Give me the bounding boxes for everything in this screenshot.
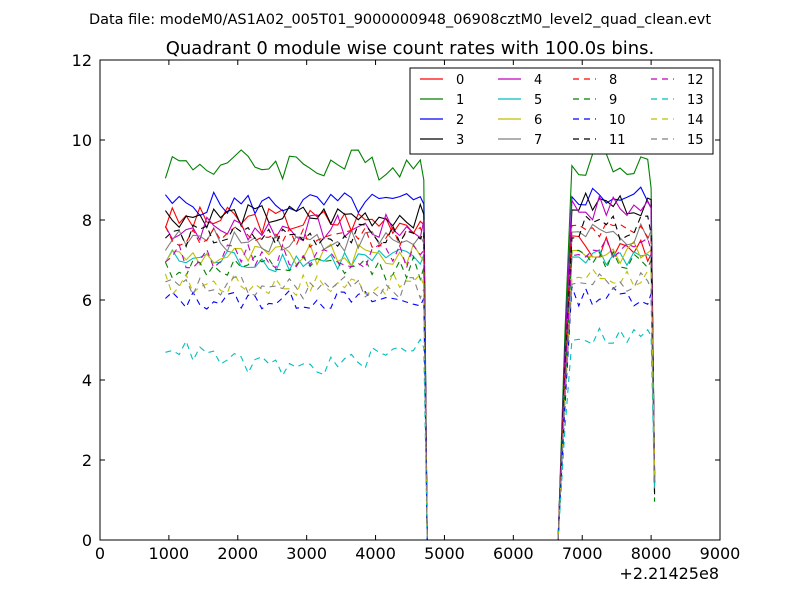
legend-label-4: 4 (534, 73, 542, 88)
legend-label-12: 12 (687, 73, 704, 88)
legend-label-11: 11 (609, 133, 626, 148)
y-tick-label: 2 (82, 451, 92, 470)
y-tick-label: 4 (82, 371, 92, 390)
x-tick-label: 6000 (493, 544, 534, 563)
x-tick-label: 1000 (149, 544, 190, 563)
figure-suptitle: Data file: modeM0/AS1A02_005T01_90000009… (89, 12, 711, 28)
series-line-13 (165, 326, 656, 541)
series-line-12 (165, 237, 656, 541)
legend-frame (409, 67, 714, 155)
series-line-9 (164, 249, 656, 541)
x-tick-label: 7000 (562, 544, 603, 563)
series-line-6 (164, 240, 656, 541)
y-tick-label: 12 (72, 51, 92, 70)
legend-label-10: 10 (609, 113, 626, 128)
x-tick-label: 0 (95, 544, 105, 563)
legend-label-7: 7 (534, 133, 542, 148)
series-line-15 (165, 271, 656, 541)
legend-label-14: 14 (687, 113, 704, 128)
series-line-8 (164, 221, 656, 541)
x-tick-label: 8000 (631, 544, 672, 563)
x-tick-label: 4000 (355, 544, 396, 563)
series-line-7 (164, 222, 656, 541)
series-line-10 (165, 286, 656, 541)
x-tick-label: 3000 (286, 544, 327, 563)
y-tick-label: 8 (82, 211, 92, 230)
x-tick-label: 2000 (217, 544, 258, 563)
y-tick-label: 6 (82, 291, 92, 310)
legend-label-5: 5 (534, 93, 542, 108)
legend-label-6: 6 (534, 113, 542, 128)
legend-label-15: 15 (687, 133, 704, 148)
legend-label-9: 9 (609, 93, 617, 108)
series-layer (164, 147, 656, 541)
legend-label-3: 3 (456, 133, 464, 148)
y-tick-label: 10 (72, 131, 92, 150)
series-line-11 (165, 215, 656, 541)
x-tick-label: 9000 (700, 544, 741, 563)
legend-label-1: 1 (456, 93, 464, 108)
legend-label-0: 0 (456, 73, 464, 88)
y-tick-label: 0 (82, 531, 92, 550)
legend-label-8: 8 (609, 73, 617, 88)
x-offset-label: +2.21425e8 (619, 564, 719, 583)
chart-title: Quadrant 0 module wise count rates with … (166, 38, 655, 59)
ticks-layer: 0 1000 2000 3000 4000 5000 6000 7000 8000 9000 0 2 4… (72, 51, 741, 563)
x-tick-label: 5000 (424, 544, 465, 563)
series-line-4 (164, 194, 656, 541)
legend-label-2: 2 (456, 113, 464, 128)
legend-label-13: 13 (687, 93, 704, 108)
series-line-14 (164, 268, 656, 541)
